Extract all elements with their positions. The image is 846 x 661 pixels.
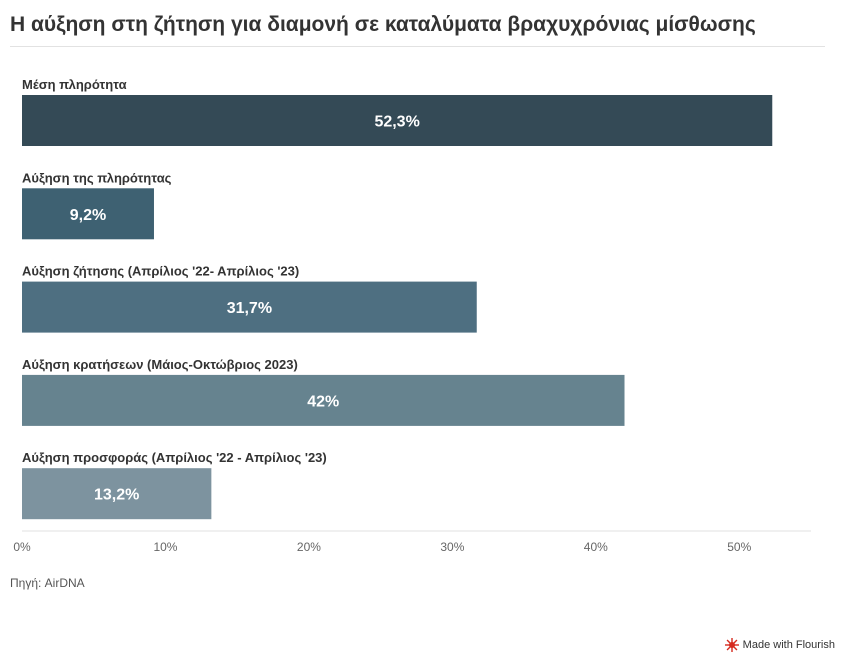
x-tick-label: 0% — [13, 540, 31, 554]
bar[interactable] — [22, 188, 154, 240]
value-label: 52,3% — [374, 114, 419, 131]
value-label: 9,2% — [70, 207, 106, 224]
x-tick-label: 20% — [297, 540, 321, 554]
x-tick-label: 30% — [440, 540, 464, 554]
bar-chart: Μέση πληρότητα 52,3% Αύξηση της πληρότητας… — [13, 77, 811, 554]
category-label: Αύξηση ζήτησης (Απρίλιος '22- Απρίλιος '… — [22, 264, 299, 279]
bar[interactable] — [22, 95, 773, 146]
value-label: 42% — [307, 393, 339, 410]
category-label: Αύξηση προσφοράς (Απρίλιος '22 - Απρίλιο… — [22, 450, 327, 465]
chart-title: Η αύξηση στη ζήτηση για διαμονή σε καταλ… — [10, 13, 756, 36]
value-label: 13,2% — [94, 487, 139, 504]
bars-layer: Μέση πληρότητα 52,3% Αύξηση της πληρότητας… — [22, 77, 773, 520]
title-divider — [10, 46, 825, 47]
bar[interactable] — [22, 281, 477, 333]
x-tick-label: 40% — [584, 540, 608, 554]
flourish-label: Made with Flourish — [742, 639, 835, 651]
category-label: Αύξηση κρατήσεων (Μάιος-Οκτώβριος 2023) — [22, 357, 298, 372]
x-tick-label: 50% — [727, 540, 751, 554]
source-note: Πηγή: AirDNA — [10, 576, 85, 590]
value-label: 31,7% — [227, 300, 272, 317]
bar[interactable] — [22, 468, 212, 520]
category-label: Αύξηση της πληρότητας — [22, 170, 172, 185]
bar[interactable] — [22, 374, 625, 426]
made-with-flourish-badge[interactable]: Made with Flourish — [724, 638, 835, 652]
category-label: Μέση πληρότητα — [22, 77, 127, 92]
flourish-logo-icon — [724, 638, 739, 652]
x-axis-ticks: 0% 10% 20% 30% 40% 50% — [13, 540, 751, 554]
x-tick-label: 10% — [153, 540, 177, 554]
